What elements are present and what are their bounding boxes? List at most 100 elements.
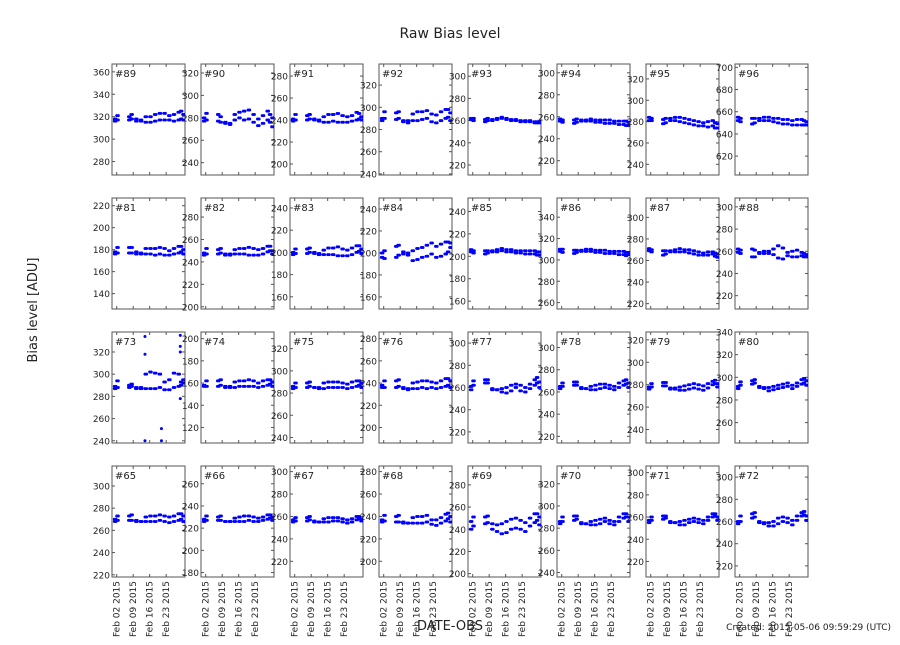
panel-85: 160 180 200 220 240 #85 bbox=[449, 197, 542, 310]
data-point bbox=[407, 387, 411, 391]
y-tick-label: 320 bbox=[627, 75, 644, 85]
data-points bbox=[201, 513, 274, 523]
data-point bbox=[219, 115, 223, 119]
data-point bbox=[529, 382, 533, 386]
y-tick-label: 220 bbox=[360, 227, 377, 237]
data-point bbox=[149, 115, 153, 119]
data-point bbox=[323, 387, 327, 391]
data-point bbox=[786, 381, 790, 385]
data-point bbox=[590, 119, 594, 123]
y-tick-label: 280 bbox=[93, 393, 110, 403]
data-point bbox=[496, 388, 500, 392]
data-point bbox=[313, 519, 317, 523]
data-point bbox=[135, 117, 139, 121]
data-point bbox=[337, 120, 341, 124]
data-point bbox=[430, 252, 434, 256]
y-tick-label: 240 bbox=[449, 139, 466, 149]
data-point bbox=[163, 118, 167, 122]
data-point bbox=[664, 516, 668, 520]
data-point bbox=[416, 521, 420, 525]
data-point bbox=[219, 383, 223, 387]
x-tick-label: Feb 02 2015 bbox=[202, 581, 212, 637]
y-tick-label: 280 bbox=[449, 362, 466, 372]
data-point bbox=[346, 387, 350, 391]
data-point bbox=[116, 251, 120, 255]
y-tick-label: 280 bbox=[716, 226, 733, 236]
data-point bbox=[327, 113, 331, 117]
data-point bbox=[412, 259, 416, 263]
y-tick-label: 260 bbox=[271, 412, 288, 422]
x-tick-label: Feb 23 2015 bbox=[696, 581, 706, 637]
panel-71: 220 240 260 280 300 Feb 02 2015 Feb 09 2015 Feb… bbox=[627, 465, 720, 637]
y-tick-label: 240 bbox=[449, 406, 466, 416]
data-point bbox=[613, 520, 617, 523]
data-point bbox=[421, 245, 425, 249]
data-point bbox=[257, 520, 261, 523]
data-point bbox=[294, 252, 298, 255]
data-point bbox=[308, 117, 312, 121]
y-tick-label: 300 bbox=[627, 359, 644, 369]
data-point bbox=[538, 386, 541, 389]
data-point bbox=[407, 521, 411, 525]
data-point bbox=[739, 120, 743, 124]
data-point bbox=[267, 109, 271, 113]
y-tick-label: 300 bbox=[716, 374, 733, 384]
data-point bbox=[496, 250, 500, 254]
data-point bbox=[271, 518, 274, 522]
data-point bbox=[486, 249, 490, 253]
data-point bbox=[510, 389, 514, 393]
data-point bbox=[116, 379, 120, 383]
data-point bbox=[426, 513, 430, 517]
y-tick-label: 220 bbox=[182, 525, 199, 535]
data-point bbox=[758, 384, 762, 388]
y-tick-label: 200 bbox=[271, 249, 288, 259]
data-point bbox=[435, 113, 439, 117]
data-point bbox=[271, 384, 274, 388]
outlier-point bbox=[143, 439, 147, 443]
data-points bbox=[290, 244, 363, 258]
data-point bbox=[669, 520, 673, 523]
data-point bbox=[318, 386, 322, 389]
y-tick-label: 160 bbox=[182, 380, 199, 390]
data-point bbox=[435, 518, 439, 522]
y-tick-label: 240 bbox=[360, 513, 377, 523]
y-tick-label: 140 bbox=[182, 402, 199, 412]
data-point bbox=[248, 518, 252, 522]
data-point bbox=[243, 384, 247, 388]
data-point bbox=[608, 518, 612, 522]
figure-title: Raw Bias level bbox=[399, 26, 500, 42]
y-tick-label: 260 bbox=[93, 527, 110, 537]
data-points bbox=[112, 512, 185, 525]
data-point bbox=[524, 529, 528, 533]
data-point bbox=[707, 125, 711, 129]
data-point bbox=[768, 249, 772, 253]
data-point bbox=[145, 120, 149, 124]
data-point bbox=[674, 250, 678, 254]
y-tick-label: 280 bbox=[182, 214, 199, 224]
data-point bbox=[234, 118, 238, 122]
y-tick-label: 300 bbox=[538, 502, 555, 512]
data-point bbox=[308, 246, 312, 250]
data-point bbox=[351, 114, 355, 118]
data-points bbox=[379, 108, 452, 125]
data-point bbox=[683, 388, 687, 392]
y-tick-label: 280 bbox=[627, 491, 644, 501]
data-point bbox=[205, 246, 209, 250]
data-point bbox=[313, 117, 317, 121]
data-point bbox=[763, 115, 767, 119]
y-tick-label: 260 bbox=[716, 248, 733, 258]
data-point bbox=[426, 387, 430, 391]
data-point bbox=[786, 516, 790, 520]
data-point bbox=[683, 116, 687, 120]
data-point bbox=[664, 121, 668, 125]
data-point bbox=[402, 386, 406, 389]
data-point bbox=[538, 515, 541, 519]
data-point bbox=[559, 384, 563, 388]
data-point bbox=[693, 516, 697, 520]
data-point bbox=[753, 121, 757, 125]
data-point bbox=[149, 120, 153, 124]
y-tick-label: 700 bbox=[716, 64, 733, 74]
y-tick-label: 220 bbox=[93, 202, 110, 212]
panel-77: 220 240 260 280 300 #77 bbox=[449, 331, 542, 444]
panel-73: 240 260 280 300 320 #73 bbox=[93, 331, 186, 447]
